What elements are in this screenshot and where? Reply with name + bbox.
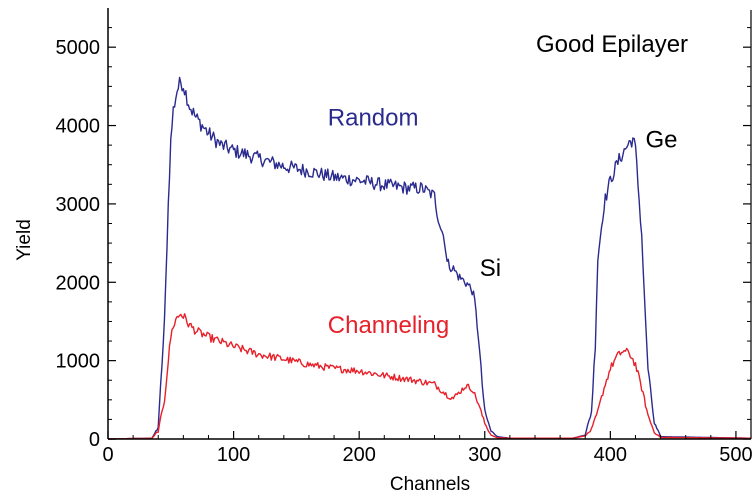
- x-axis-title: Channels: [390, 474, 470, 495]
- annotation-si: Si: [480, 255, 501, 282]
- y-axis-title: Yield: [14, 219, 35, 261]
- series-line-random: [108, 76, 751, 440]
- series-line-channeling: [108, 313, 751, 440]
- annotation-random: Random: [328, 105, 419, 132]
- x-tick-label: 500: [719, 444, 752, 466]
- annotation-ge: Ge: [646, 126, 678, 153]
- x-tick-label: 300: [468, 444, 501, 466]
- y-tick-label: 2000: [56, 272, 101, 294]
- x-tick-label: 400: [594, 444, 627, 466]
- annotation-channeling: Channeling: [328, 312, 449, 339]
- x-tick-label: 100: [217, 444, 250, 466]
- x-tick-label: 200: [342, 444, 375, 466]
- plot-series-group: [108, 76, 751, 440]
- y-tick-label: 0: [89, 429, 100, 451]
- y-tick-label: 1000: [56, 351, 101, 373]
- y-tick-label: 4000: [56, 116, 101, 138]
- chart-title: Good Epilayer: [536, 31, 688, 58]
- y-tick-label: 5000: [56, 37, 101, 59]
- x-tick-label: 0: [102, 444, 113, 466]
- y-tick-label: 3000: [56, 194, 101, 216]
- labels-group: Random Channeling Si Ge: [328, 105, 678, 340]
